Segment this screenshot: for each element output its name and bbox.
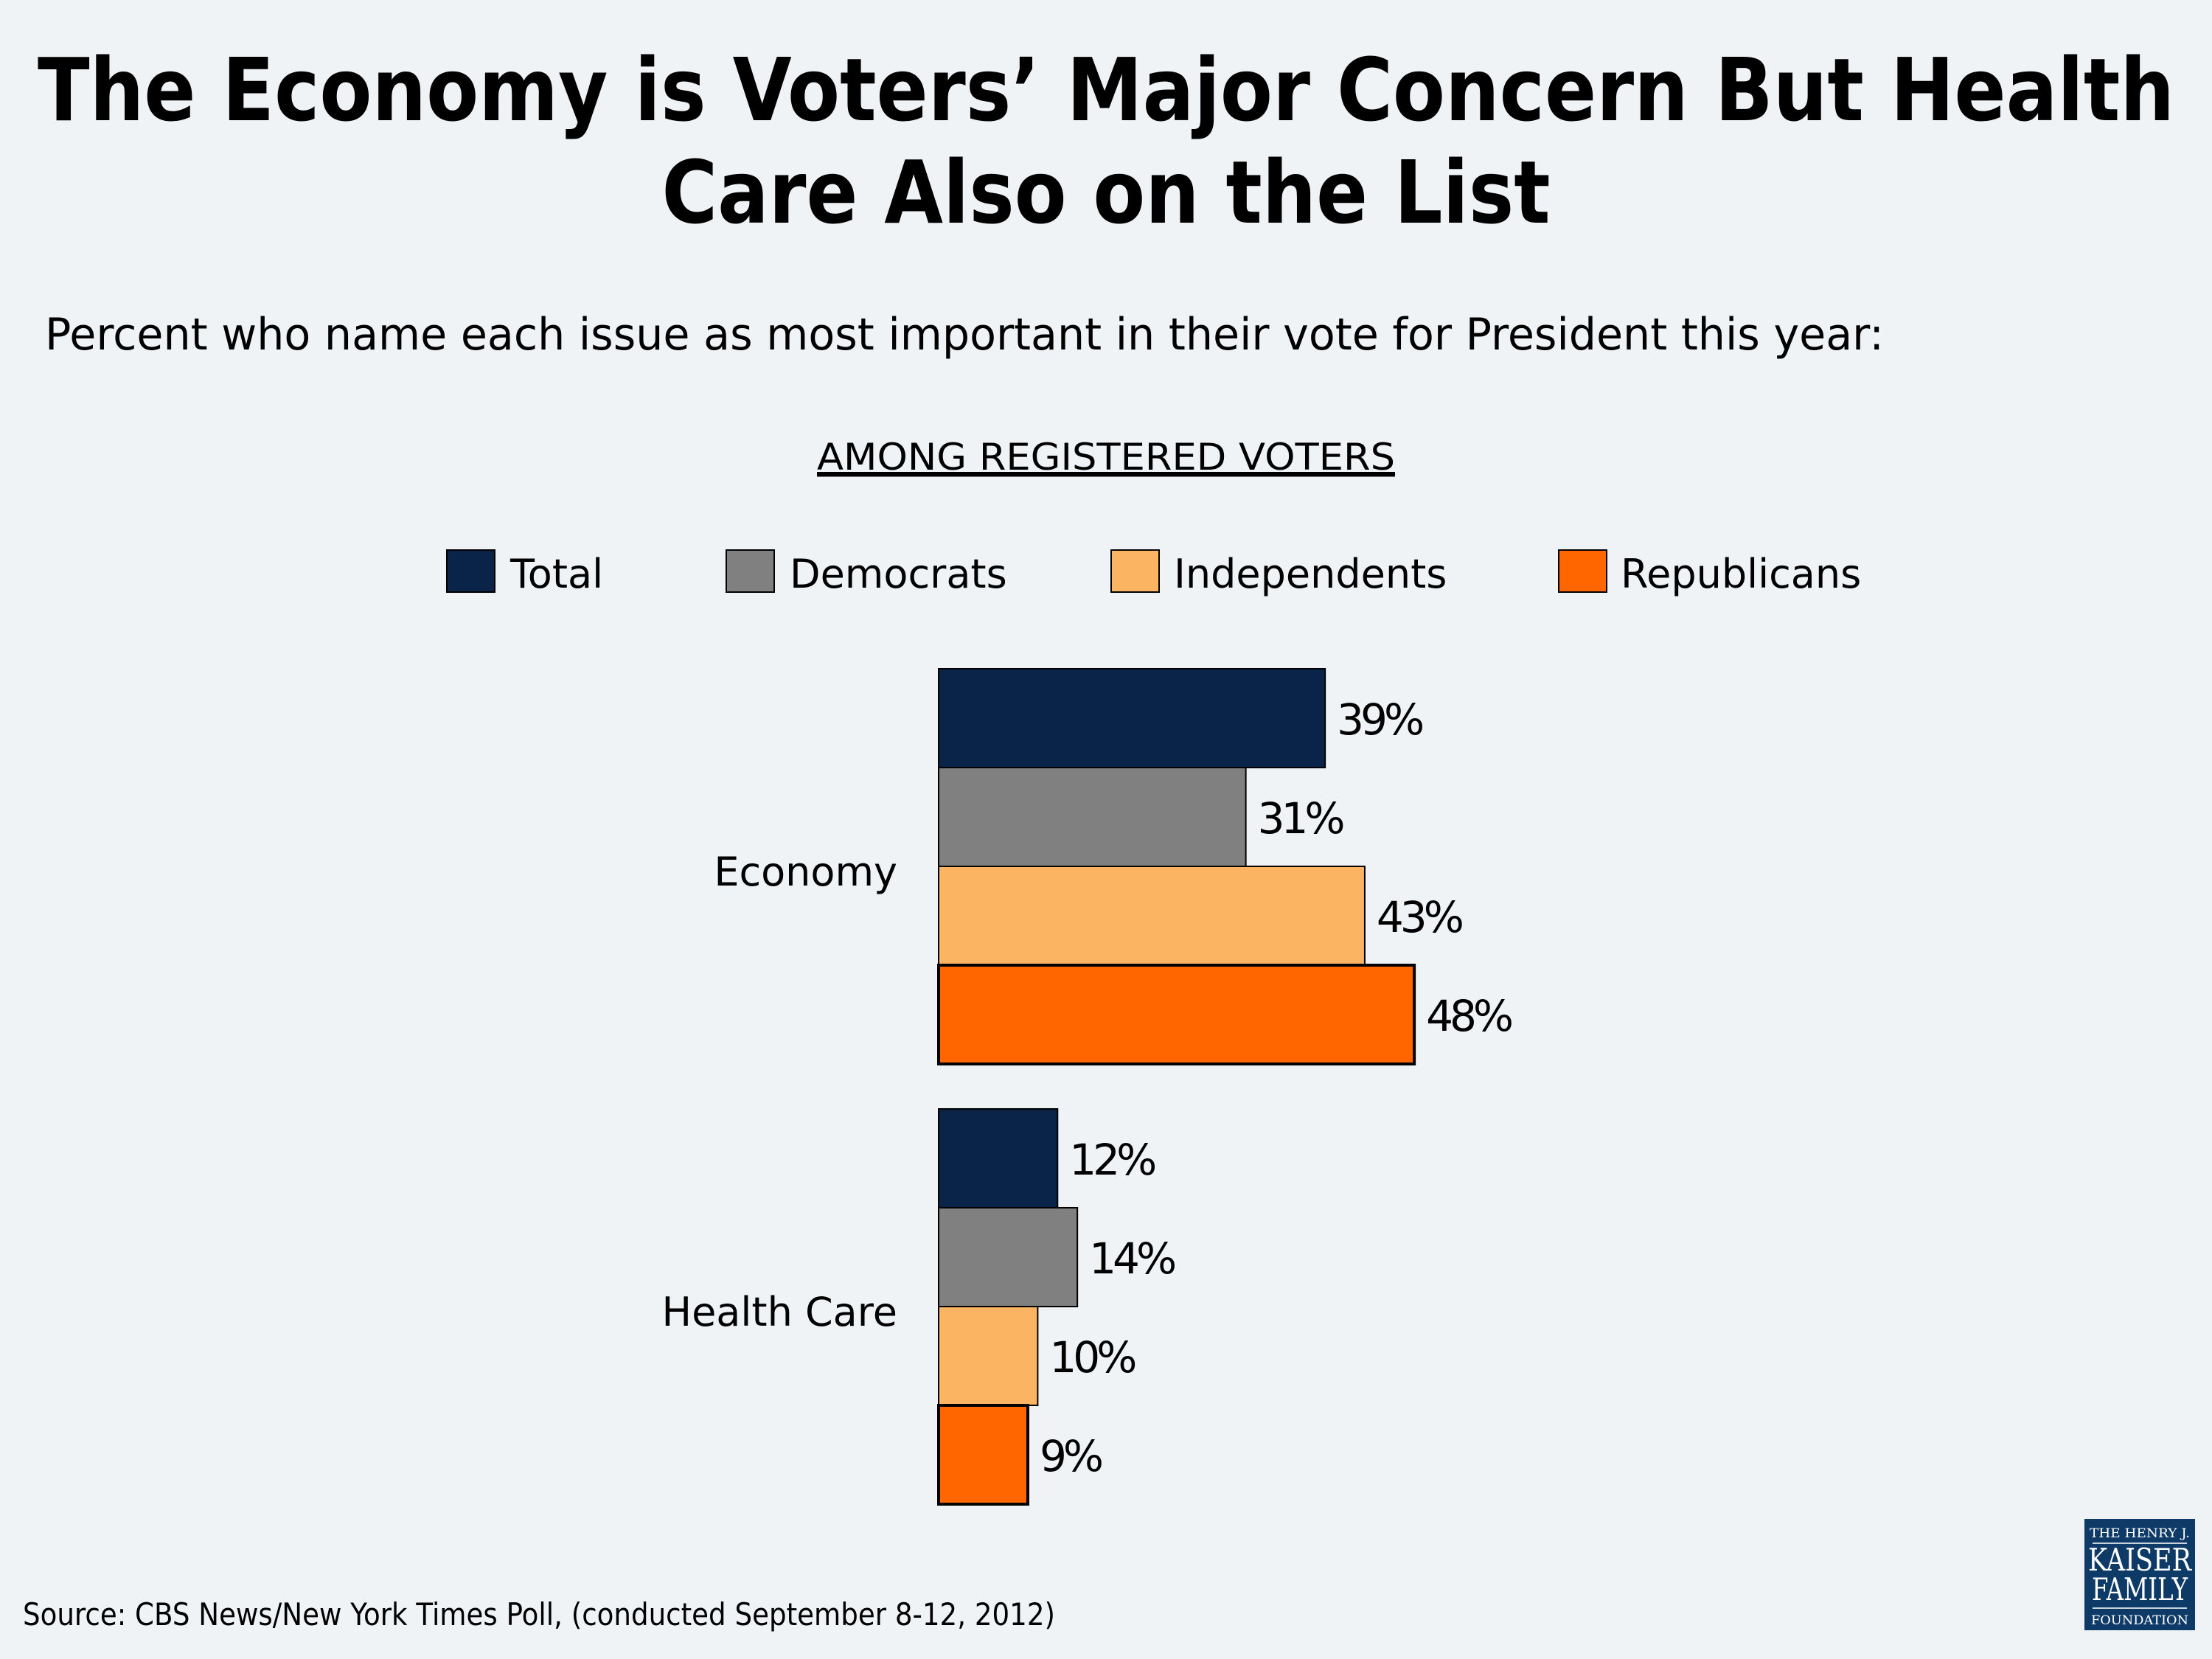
- bar-economy-independents: [938, 866, 1366, 966]
- logo-line-1: THE HENRY J.: [2090, 1526, 2190, 1541]
- bar-economy-democrats: [938, 767, 1247, 867]
- legend-label-democrats: Democrats: [790, 551, 1007, 597]
- data-label-health-care-democrats: 14%: [1089, 1234, 1175, 1284]
- data-label-health-care-total: 12%: [1069, 1135, 1155, 1185]
- logo-line-3: FAMILY: [2092, 1571, 2188, 1607]
- bar-health-care-independents: [938, 1306, 1039, 1406]
- chart-title-line-2: Care Also on the List: [662, 142, 1551, 243]
- data-label-economy-republicans: 48%: [1426, 991, 1512, 1041]
- chart-subtitle: Percent who name each issue as most impo…: [45, 309, 1884, 361]
- data-label-health-care-independents: 10%: [1049, 1332, 1135, 1382]
- bars: Economy 39% 31% 43% 48% Health Care 12% 14% 10% 9…: [661, 668, 1515, 1506]
- bar-health-care-republicans: [937, 1404, 1029, 1506]
- legend-swatch-republicans: [1558, 549, 1607, 593]
- kaiser-logo: THE HENRY J. KAISER FAMILY FOUNDATION: [2084, 1519, 2195, 1630]
- legend-swatch-total: [446, 549, 495, 593]
- category-label-health-care: Health Care: [661, 1289, 897, 1335]
- bar-economy-republicans: [937, 964, 1416, 1065]
- bar-economy-total: [938, 668, 1326, 768]
- legend-swatch-independents: [1110, 549, 1160, 593]
- data-label-economy-democrats: 31%: [1258, 793, 1343, 844]
- legend-swatch-democrats: [726, 549, 775, 593]
- category-label-economy: Economy: [714, 849, 897, 895]
- bar-health-care-democrats: [938, 1207, 1079, 1307]
- data-label-health-care-republicans: 9%: [1040, 1431, 1102, 1481]
- bar-health-care-total: [938, 1108, 1059, 1208]
- legend: Total Democrats Independents Republicans: [446, 549, 1861, 597]
- legend-label-independents: Independents: [1174, 551, 1447, 597]
- logo-line-2: KAISER: [2088, 1542, 2192, 1578]
- logo-background: [2084, 1519, 2195, 1630]
- data-label-economy-independents: 43%: [1377, 892, 1462, 942]
- data-label-economy-total: 39%: [1337, 695, 1422, 745]
- legend-label-total: Total: [509, 551, 603, 597]
- chart-title-line-1: The Economy is Voters’ Major Concern But…: [38, 39, 2174, 141]
- group-label: AMONG REGISTERED VOTERS: [817, 436, 1395, 479]
- legend-label-republicans: Republicans: [1621, 551, 1861, 597]
- logo-line-4: FOUNDATION: [2091, 1613, 2188, 1628]
- source-note: Source: CBS News/New York Times Poll, (c…: [23, 1596, 1055, 1632]
